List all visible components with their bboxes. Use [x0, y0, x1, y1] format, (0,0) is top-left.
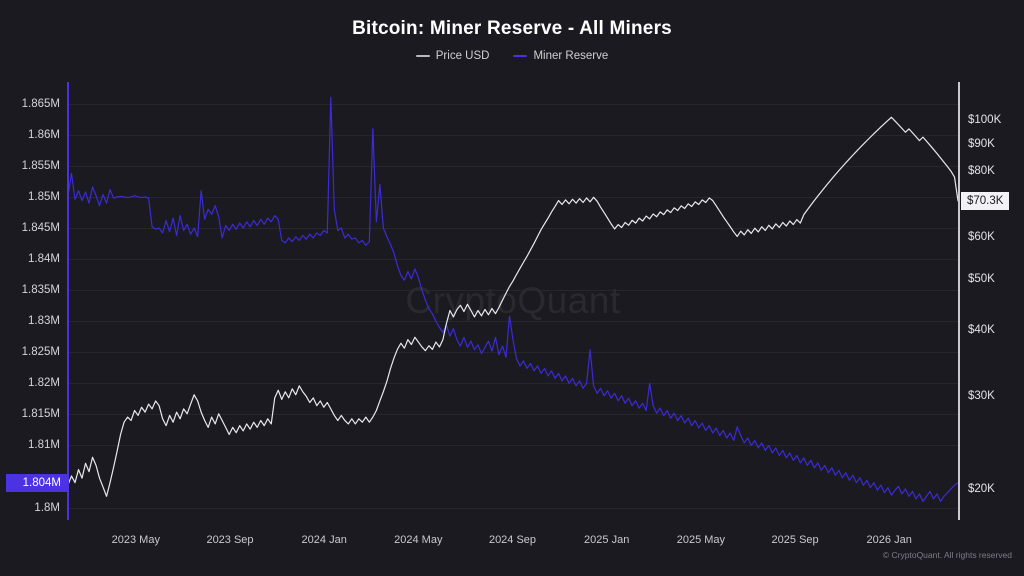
x-axis[interactable]: 2023 May 2023 Sep 2024 Jan 2024 May 2024 Sep… — [0, 534, 1024, 554]
x-axis-tick: 2024 Sep — [488, 534, 537, 546]
left-axis-tick: 1.865M — [21, 97, 60, 110]
legend-item-miner-reserve[interactable]: Miner Reserve — [513, 50, 608, 62]
line-price-usd — [68, 116, 958, 497]
legend-dash-miner-reserve — [513, 55, 528, 57]
left-axis-tick: 1.81M — [28, 439, 60, 452]
left-axis-tick: 1.86M — [28, 128, 60, 141]
right-axis-tick: $40K — [968, 324, 995, 337]
x-axis-tick: 2025 Sep — [771, 534, 819, 546]
x-axis-tick: 2024 May — [394, 534, 443, 546]
chart-legend: Price USD Miner Reserve — [0, 50, 1024, 62]
legend-dash-price-usd — [415, 55, 430, 57]
left-axis-tick: 1.845M — [21, 222, 60, 234]
x-axis-tick: 2026 Jan — [866, 534, 912, 546]
right-axis[interactable]: $100K $90K $80K $60K $50K $40K $30K $20K $70.3K — [960, 0, 1024, 576]
line-miner-reserve — [68, 96, 958, 502]
left-axis-tick: 1.825M — [21, 346, 60, 359]
plot-background — [68, 82, 958, 520]
right-axis-tick: $50K — [968, 273, 995, 286]
plot-area[interactable]: CryptoQuant — [68, 82, 958, 520]
left-axis-current-value-badge: 1.804M — [6, 473, 68, 492]
right-axis-tick: $30K — [968, 390, 995, 403]
left-axis[interactable]: 1.865M 1.86M 1.855M 1.85M 1.845M 1.84M 1.835M 1… — [0, 0, 68, 576]
legend-label-miner-reserve: Miner Reserve — [533, 50, 609, 62]
left-axis-tick: 1.835M — [21, 284, 60, 297]
x-axis-tick: 2023 Sep — [206, 534, 254, 546]
left-axis-spine — [67, 82, 69, 520]
copyright-footer: © CryptoQuant. All rights reserved — [882, 550, 1012, 560]
left-axis-tick: 1.85M — [28, 190, 60, 203]
left-axis-tick: 1.83M — [28, 315, 60, 328]
left-axis-tick: 1.8M — [34, 501, 60, 514]
x-axis-tick: 2025 Jan — [584, 534, 630, 546]
x-axis-tick: 2025 May — [676, 534, 726, 546]
right-axis-tick: $60K — [968, 231, 995, 244]
left-axis-tick: 1.815M — [21, 408, 60, 421]
right-axis-tick: $90K — [968, 138, 995, 151]
left-axis-tick: 1.855M — [21, 159, 60, 172]
legend-label-price-usd: Price USD — [435, 50, 490, 62]
right-axis-tick: $80K — [968, 165, 995, 178]
right-axis-tick: $100K — [968, 114, 1002, 126]
page-title: Bitcoin: Miner Reserve - All Miners — [352, 18, 672, 39]
left-axis-tick: 1.84M — [28, 253, 60, 266]
right-axis-current-value-badge: $70.3K — [961, 191, 1010, 210]
x-axis-tick: 2024 Jan — [301, 534, 347, 546]
series-lines — [68, 96, 958, 502]
gridlines — [68, 82, 958, 520]
legend-item-price-usd[interactable]: Price USD — [415, 50, 490, 62]
x-axis-tick: 2023 May — [111, 534, 160, 546]
right-axis-spine — [958, 82, 960, 520]
left-axis-tick: 1.82M — [28, 377, 60, 390]
right-axis-tick: $20K — [968, 483, 995, 496]
